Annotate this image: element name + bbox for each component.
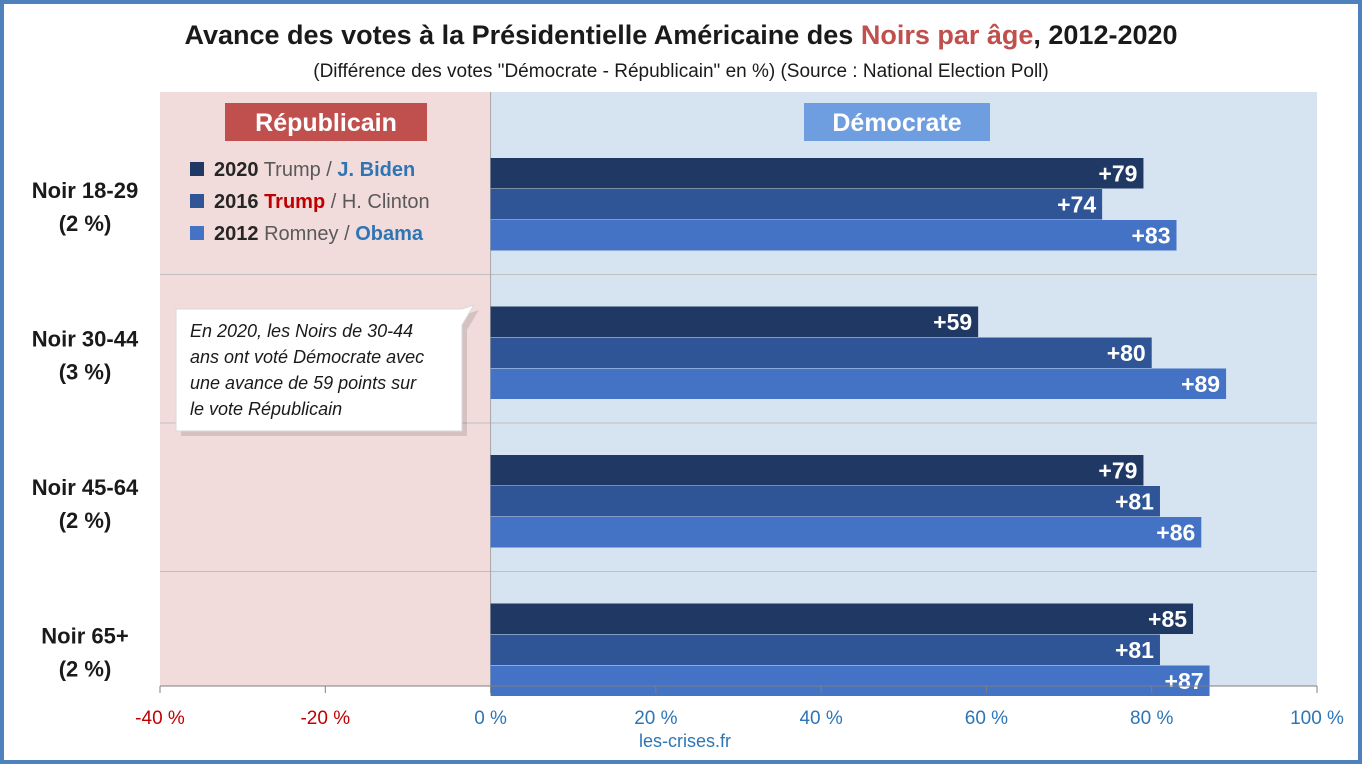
- category-share: (3 %): [59, 359, 112, 384]
- bar-2016-3: [490, 486, 1160, 517]
- legend-swatch-2012: [190, 226, 204, 240]
- republican-header: Républicain: [255, 109, 397, 137]
- chart-subtitle: (Différence des votes "Démocrate - Répub…: [313, 61, 1048, 82]
- x-tick-label: 40 %: [799, 708, 842, 729]
- bar-2016-1: [490, 189, 1103, 220]
- annotation-line-1: En 2020, les Noirs de 30-44: [190, 321, 413, 341]
- category-share: (2 %): [59, 508, 112, 533]
- bar-label-2016-1: +74: [1057, 191, 1096, 217]
- bar-2016-4: [490, 634, 1160, 665]
- democrat-header: Démocrate: [832, 109, 961, 137]
- bar-label-2016-2: +80: [1107, 340, 1146, 366]
- bar-label-2020-2: +59: [933, 309, 972, 335]
- bar-2020-1: [490, 158, 1144, 189]
- source-credit: les-crises.fr: [639, 731, 731, 751]
- bar-2012-2: [490, 368, 1227, 399]
- annotation-line-2: ans ont voté Démocrate avec: [190, 347, 424, 367]
- bar-2020-4: [490, 603, 1194, 634]
- legend-entry-2016: 2016 Trump / H. Clinton: [214, 191, 430, 213]
- category-labels: Noir 18-29 (2 %) Noir 30-44 (3 %) Noir 45-64…: [32, 178, 139, 682]
- bar-2016-2: [490, 337, 1152, 368]
- bar-label-2020-4: +85: [1148, 606, 1187, 632]
- bar-marks: +79+74+83+59+80+89+79+81+86+85+81+87: [490, 158, 1227, 696]
- category-label: Noir 30-44: [32, 326, 139, 351]
- bar-label-2012-2: +89: [1181, 371, 1220, 397]
- democrat-header-box: [804, 103, 990, 141]
- annotation-callout: En 2020, les Noirs de 30-44 ans ont voté…: [175, 304, 479, 436]
- x-tick-label: -20 %: [300, 708, 350, 729]
- legend-swatch-2016: [190, 194, 204, 208]
- bar-label-2020-3: +79: [1098, 457, 1137, 483]
- bar-label-2016-3: +81: [1115, 488, 1154, 514]
- bar-2012-3: [490, 517, 1202, 548]
- category-share: (2 %): [59, 211, 112, 236]
- legend-entry-2020: 2020 Trump / J. Biden: [214, 159, 415, 181]
- bar-2012-4: [490, 665, 1210, 696]
- x-tick-label: 80 %: [1130, 708, 1173, 729]
- annotation-box-fill: [175, 304, 476, 432]
- x-tick-label: 100 %: [1290, 708, 1344, 729]
- legend: 2020 Trump / J. Biden 2016 Trump / H. Cli…: [190, 159, 430, 245]
- category-label: Noir 65+: [41, 623, 128, 648]
- bar-label-2012-3: +86: [1156, 519, 1195, 545]
- bar-label-2016-4: +81: [1115, 637, 1154, 663]
- bar-2012-1: [490, 220, 1177, 251]
- annotation-line-3: une avance de 59 points sur: [190, 373, 417, 393]
- chart-title: Avance des votes à la Présidentielle Amé…: [184, 20, 1177, 50]
- category-label: Noir 18-29: [32, 178, 138, 203]
- x-tick-label: 20 %: [634, 708, 677, 729]
- bar-label-2020-1: +79: [1098, 160, 1137, 186]
- legend-swatch-2020: [190, 162, 204, 176]
- legend-entry-2012: 2012 Romney / Obama: [214, 223, 424, 245]
- bar-label-2012-1: +83: [1131, 222, 1170, 248]
- x-tick-label: -40 %: [135, 708, 185, 729]
- republican-header-box: [225, 103, 427, 141]
- bar-label-2012-4: +87: [1165, 668, 1204, 694]
- bar-2020-3: [490, 455, 1144, 486]
- bar-2020-2: [490, 306, 979, 337]
- category-label: Noir 45-64: [32, 475, 139, 500]
- x-tick-label: 60 %: [965, 708, 1008, 729]
- category-share: (2 %): [59, 656, 112, 681]
- x-axis-ticks: -40 % -20 % 0 % 20 % 40 % 60 % 80 % 100 %: [135, 686, 1344, 729]
- annotation-line-4: le vote Républicain: [190, 399, 342, 419]
- x-tick-label: 0 %: [474, 708, 507, 729]
